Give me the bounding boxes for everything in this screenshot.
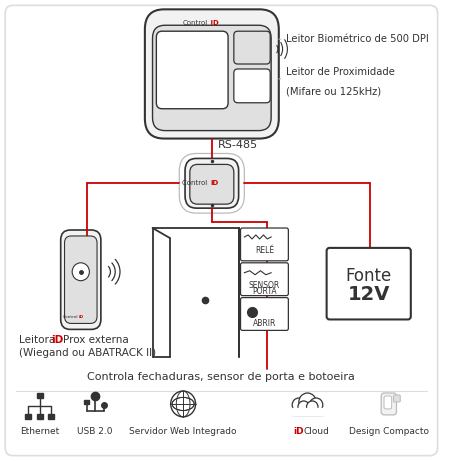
Text: iD: iD [209,180,218,186]
FancyBboxPatch shape [152,25,270,130]
Text: (Mifare ou 125kHz): (Mifare ou 125kHz) [286,87,381,97]
Text: iD: iD [78,315,84,319]
FancyBboxPatch shape [145,9,278,139]
Circle shape [306,401,317,413]
Circle shape [291,398,305,412]
FancyBboxPatch shape [185,159,238,208]
FancyBboxPatch shape [240,263,288,296]
FancyBboxPatch shape [240,298,288,331]
Bar [25,414,31,419]
Text: Servidor Web Integrado: Servidor Web Integrado [129,427,236,436]
FancyBboxPatch shape [393,395,399,402]
Text: (Wiegand ou ABATRACK II): (Wiegand ou ABATRACK II) [18,349,156,358]
Bar [37,414,42,419]
FancyBboxPatch shape [190,165,233,204]
Text: iD: iD [51,335,63,345]
Text: RS-485: RS-485 [217,141,257,150]
Bar [48,414,54,419]
FancyBboxPatch shape [5,6,437,455]
Text: ABRIR: ABRIR [252,319,275,328]
Text: PORTA: PORTA [252,287,276,296]
FancyBboxPatch shape [381,393,396,415]
Text: SENSOR: SENSOR [248,281,280,290]
Text: Cloud: Cloud [303,427,329,436]
Text: Design Compacto: Design Compacto [348,427,428,436]
FancyBboxPatch shape [179,154,244,213]
FancyBboxPatch shape [383,396,391,409]
Circle shape [297,401,309,413]
Text: Fonte: Fonte [345,267,391,285]
Bar [84,400,89,404]
Text: 12V: 12V [347,285,389,304]
Bar [291,408,322,415]
FancyBboxPatch shape [240,228,288,261]
Text: Ethernet: Ethernet [20,427,59,436]
Circle shape [72,263,89,281]
Circle shape [298,393,315,411]
Text: iD: iD [292,427,303,436]
Text: Leitor de Proximidade: Leitor de Proximidade [286,67,394,77]
Text: Control: Control [182,20,207,26]
Circle shape [309,398,322,412]
Text: Control: Control [182,180,209,186]
Text: Prox externa: Prox externa [62,335,128,345]
Bar [37,393,42,398]
Text: Controla fechaduras, sensor de porta e botoeira: Controla fechaduras, sensor de porta e b… [87,372,354,382]
FancyBboxPatch shape [233,69,269,103]
FancyBboxPatch shape [64,236,97,324]
Text: RELÉ: RELÉ [254,246,274,255]
Text: Leitor Biométrico de 500 DPI: Leitor Biométrico de 500 DPI [286,34,428,44]
FancyBboxPatch shape [233,31,269,64]
Text: Leitora: Leitora [18,335,58,345]
FancyBboxPatch shape [326,248,410,319]
Text: Control: Control [63,315,78,319]
FancyBboxPatch shape [156,31,228,109]
Text: USB 2.0: USB 2.0 [77,427,112,436]
FancyBboxPatch shape [61,230,101,330]
Text: iD: iD [207,20,218,26]
